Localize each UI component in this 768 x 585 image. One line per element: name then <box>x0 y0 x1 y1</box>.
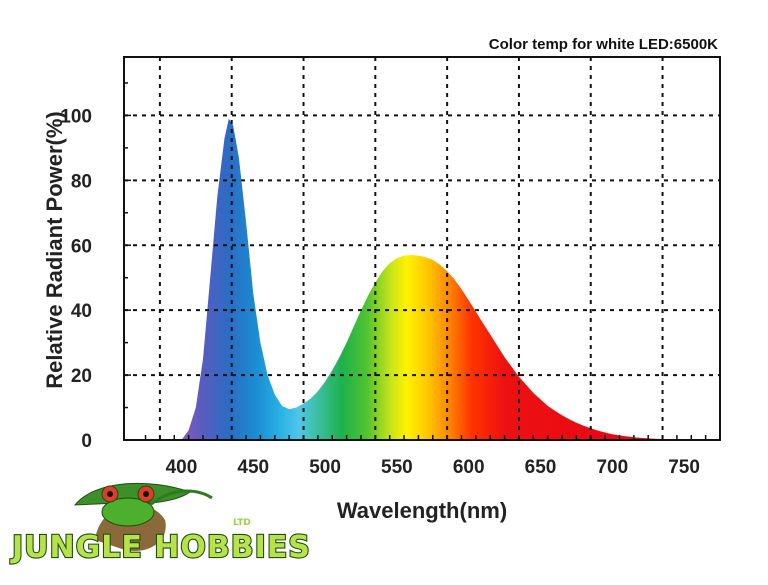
chart-title: Color temp for white LED:6500K <box>489 36 718 53</box>
x-tick-label: 450 <box>237 457 269 478</box>
y-tick-labels: 0 20 40 60 80 100 <box>60 106 92 452</box>
x-tick-label: 600 <box>453 457 485 478</box>
x-tick-label: 500 <box>309 457 341 478</box>
x-tick-label: 400 <box>166 457 198 478</box>
axis-ticks <box>124 82 707 441</box>
y-tick-label: 80 <box>71 171 92 192</box>
logo-wordmark: JUNGLE HOBBIES <box>10 530 311 565</box>
y-tick-label: 100 <box>60 106 92 127</box>
y-tick-label: 20 <box>71 366 92 387</box>
plot-frame <box>123 56 721 441</box>
x-tick-label: 750 <box>668 457 700 478</box>
x-tick-label: 700 <box>596 457 628 478</box>
y-tick-label: 60 <box>71 236 92 257</box>
x-tick-labels: 400 450 500 550 600 650 700 750 <box>166 457 700 478</box>
x-tick-label: 650 <box>525 457 557 478</box>
x-axis-label: Wavelength(nm) <box>337 498 507 523</box>
frog-icon <box>73 482 213 551</box>
logo-ltd: LTD <box>233 518 251 528</box>
x-tick-label: 550 <box>381 457 413 478</box>
y-tick-label: 0 <box>81 431 92 452</box>
y-tick-label: 40 <box>71 301 92 322</box>
grid-lines <box>124 57 720 440</box>
spectrum-area <box>181 118 720 440</box>
y-axis-label: Relative Radiant Power(%) <box>42 111 67 389</box>
jungle-hobbies-logo: JUNGLE HOBBIES LTD <box>9 482 311 566</box>
